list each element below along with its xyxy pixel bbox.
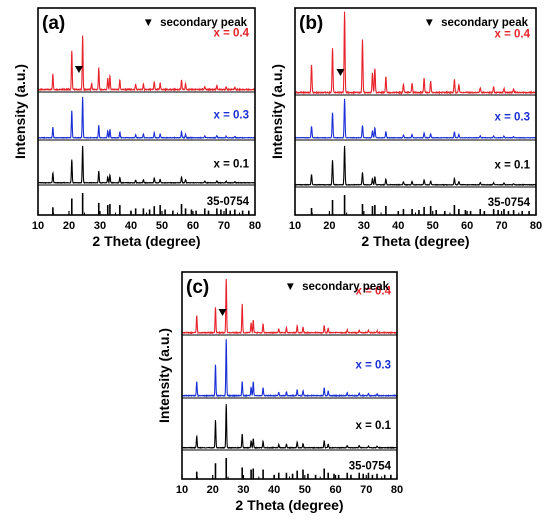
x-tick-label: 30 [237,484,249,496]
secondary-peak-marker [74,66,83,73]
legend-marker-icon: ▼ [285,281,296,293]
legend-marker-icon: ▼ [143,17,154,29]
chart-panel-3: x = 0.4 x = 0.3 x = 0.1 35-0754 10 20 30 40 50 60… [156,271,403,513]
chart-panel-2: x = 0.4 x = 0.3 x = 0.1 35-0754 10 20 30 40 50 60… [269,7,542,249]
series-label: 35-0754 [488,197,531,209]
series-label: 35-0754 [207,196,250,208]
series-label: x = 0.4 [495,28,531,40]
legend-marker-icon: ▼ [424,17,435,29]
x-tick-label: 10 [32,220,44,232]
x-tick-label: 70 [218,220,230,232]
y-axis-label: Intensity (a.u.) [12,64,28,159]
series-label: x = 0.1 [495,160,531,172]
series-label: x = 0.3 [495,111,531,123]
series-line-x-0-4 [37,35,256,92]
reference-pattern [52,193,250,215]
x-tick-label: 80 [530,220,542,232]
series-line-x-0-4 [181,278,398,335]
x-tick-label: 50 [427,220,439,232]
series-label: x = 0.3 [214,110,250,122]
panel-label: (a) [42,13,65,34]
series-label: x = 0.1 [356,420,392,432]
legend: secondary peak ▼ [143,17,248,29]
x-axis-label: 2 Theta (degree) [361,233,469,249]
x-tick-label: 20 [207,484,219,496]
x-tick-label: 50 [156,220,168,232]
x-tick-label: 70 [495,220,507,232]
x-tick-label: 40 [268,484,280,496]
series-label: x = 0.1 [214,159,250,171]
x-tick-label: 80 [391,484,403,496]
legend-label: secondary peak [441,17,529,29]
series-line-x-0-3 [37,96,256,140]
series-line-x-0-1 [181,404,398,450]
reference-pattern [310,195,530,215]
legend: secondary peak ▼ [424,17,529,29]
x-tick-label: 20 [323,220,335,232]
chart-panel-1: x = 0.4 x = 0.3 x = 0.1 35-0754 10 20 30 40 50 60… [12,7,261,249]
x-tick-label: 60 [461,220,473,232]
series-line-x-0-1 [37,145,256,185]
series-line-x-0-4 [294,11,537,95]
panel-label: (c) [186,277,209,298]
x-axis-label: 2 Theta (degree) [235,497,343,513]
legend-label: secondary peak [160,17,248,29]
x-tick-label: 60 [329,484,341,496]
y-axis-label: Intensity (a.u.) [156,328,172,423]
legend: secondary peak ▼ [285,281,390,293]
x-tick-label: 30 [94,220,106,232]
panel-label: (b) [299,13,323,34]
series-line-x-0-3 [181,339,398,398]
legend-label: secondary peak [302,281,390,293]
series-line-x-0-3 [294,98,537,139]
secondary-peak-marker [218,309,227,316]
x-tick-label: 80 [249,220,261,232]
x-axis-label: 2 Theta (degree) [92,233,200,249]
series-label: x = 0.4 [356,286,392,298]
x-tick-label: 10 [176,484,188,496]
x-tick-label: 10 [289,220,301,232]
x-tick-label: 20 [63,220,75,232]
x-tick-label: 70 [360,484,372,496]
secondary-peak-marker [336,69,345,76]
x-tick-label: 30 [358,220,370,232]
series-label: x = 0.3 [356,359,392,371]
y-axis-label: Intensity (a.u.) [269,64,285,159]
x-tick-label: 40 [125,220,137,232]
series-label: x = 0.4 [214,28,250,40]
series-label: 35-0754 [349,461,392,473]
series-line-x-0-1 [294,145,537,187]
x-tick-label: 40 [392,220,404,232]
x-tick-label: 60 [187,220,199,232]
x-tick-label: 50 [299,484,311,496]
